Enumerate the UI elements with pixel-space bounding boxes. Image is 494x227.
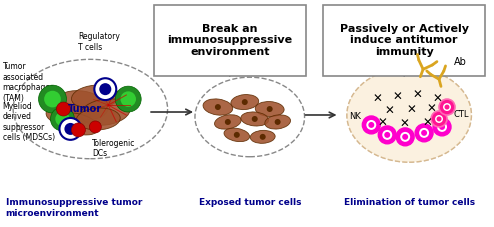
Circle shape xyxy=(44,91,61,107)
Circle shape xyxy=(225,119,231,125)
Text: Tolerogenic
DCs: Tolerogenic DCs xyxy=(92,139,136,158)
Ellipse shape xyxy=(250,130,275,143)
Circle shape xyxy=(439,124,445,130)
Circle shape xyxy=(443,103,451,111)
Circle shape xyxy=(445,105,450,109)
Circle shape xyxy=(435,115,443,123)
Circle shape xyxy=(59,118,82,140)
Text: Elimination of tumor cells: Elimination of tumor cells xyxy=(344,198,475,207)
Circle shape xyxy=(382,130,392,140)
Text: ✕: ✕ xyxy=(392,91,402,104)
Ellipse shape xyxy=(347,68,471,162)
Circle shape xyxy=(260,134,266,140)
Circle shape xyxy=(362,116,380,134)
Circle shape xyxy=(400,132,410,142)
Text: Tumor: Tumor xyxy=(68,104,102,114)
FancyBboxPatch shape xyxy=(324,5,485,76)
Circle shape xyxy=(396,128,414,146)
Ellipse shape xyxy=(203,99,233,115)
Circle shape xyxy=(215,104,221,110)
Ellipse shape xyxy=(214,115,241,129)
Circle shape xyxy=(384,132,390,138)
Ellipse shape xyxy=(81,99,130,125)
Circle shape xyxy=(50,107,75,131)
Circle shape xyxy=(56,102,71,116)
Circle shape xyxy=(275,119,281,125)
Text: ✕: ✕ xyxy=(384,104,394,118)
Ellipse shape xyxy=(265,115,290,129)
Ellipse shape xyxy=(58,113,99,135)
Circle shape xyxy=(242,99,248,105)
Circle shape xyxy=(99,83,111,95)
Circle shape xyxy=(89,121,101,133)
Text: Tumor
associated
macrophages
(TAM): Tumor associated macrophages (TAM) xyxy=(2,62,55,103)
Text: ✕: ✕ xyxy=(432,93,442,106)
Ellipse shape xyxy=(57,91,108,119)
Text: ✕: ✕ xyxy=(422,116,432,129)
Circle shape xyxy=(64,123,77,135)
Circle shape xyxy=(402,134,408,140)
Text: CTL: CTL xyxy=(454,111,469,119)
Ellipse shape xyxy=(72,85,119,109)
Circle shape xyxy=(437,116,442,121)
FancyBboxPatch shape xyxy=(154,5,306,76)
Text: ✕: ✕ xyxy=(426,103,436,116)
Circle shape xyxy=(437,122,447,132)
Ellipse shape xyxy=(77,108,120,130)
Text: ✕: ✕ xyxy=(399,117,409,131)
Text: ✕: ✕ xyxy=(412,89,422,102)
Text: Ab: Ab xyxy=(454,57,467,67)
Circle shape xyxy=(367,120,376,130)
Ellipse shape xyxy=(231,95,259,110)
Circle shape xyxy=(415,124,433,142)
Text: Immunosuppressive tumor
microenvironment: Immunosuppressive tumor microenvironment xyxy=(5,198,142,218)
Text: ✕: ✕ xyxy=(406,104,416,116)
Text: NK: NK xyxy=(349,113,361,121)
Text: Regulatory
T cells: Regulatory T cells xyxy=(79,32,120,52)
Circle shape xyxy=(433,118,451,136)
Ellipse shape xyxy=(241,112,269,126)
Circle shape xyxy=(94,78,116,100)
Circle shape xyxy=(55,112,70,126)
Circle shape xyxy=(121,91,136,107)
Circle shape xyxy=(378,126,396,144)
Ellipse shape xyxy=(46,104,91,126)
Circle shape xyxy=(115,86,141,112)
Circle shape xyxy=(369,122,374,128)
Text: Exposed tumor cells: Exposed tumor cells xyxy=(199,198,301,207)
Circle shape xyxy=(267,106,273,112)
Circle shape xyxy=(431,111,447,127)
Circle shape xyxy=(439,99,455,115)
Circle shape xyxy=(72,123,85,137)
Ellipse shape xyxy=(224,128,249,142)
Circle shape xyxy=(419,128,429,138)
Text: Myeliod
derived
suppressor
cells (MDSCs): Myeliod derived suppressor cells (MDSCs) xyxy=(2,102,55,142)
Text: ✕: ✕ xyxy=(372,93,382,106)
Circle shape xyxy=(39,85,67,113)
Text: ✕: ✕ xyxy=(377,116,387,129)
Text: Passively or Actively
induce antitumor
immunity: Passively or Actively induce antitumor i… xyxy=(340,24,469,57)
Text: Break an
immunosuppressive
environment: Break an immunosuppressive environment xyxy=(167,24,292,57)
Ellipse shape xyxy=(255,101,284,116)
Circle shape xyxy=(252,116,258,122)
Circle shape xyxy=(421,130,427,136)
Circle shape xyxy=(234,132,240,138)
